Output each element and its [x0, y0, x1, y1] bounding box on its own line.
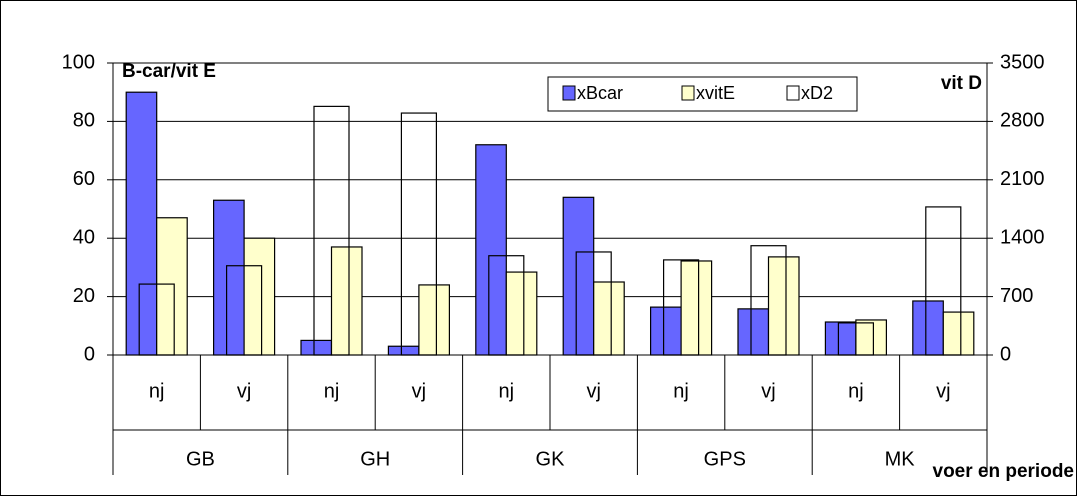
group-label: MK — [885, 448, 916, 470]
x-tick-label: vj — [761, 380, 775, 402]
x-tick-label: vj — [586, 380, 600, 402]
bar — [505, 271, 538, 356]
y-tick-label: 60 — [73, 168, 95, 190]
group-label: GPS — [704, 448, 746, 470]
bar — [330, 246, 363, 356]
x-axis-label: voer en periode — [933, 461, 1075, 482]
y-tick-label: 100 — [62, 51, 95, 73]
bar — [593, 281, 625, 356]
bar — [125, 91, 158, 356]
bar — [156, 217, 188, 356]
bar — [855, 319, 888, 356]
y-tick-label: 0 — [84, 343, 95, 365]
bar — [562, 196, 595, 356]
x-tick-label: nj — [324, 380, 340, 402]
bar — [680, 260, 713, 356]
bar — [387, 345, 420, 356]
y2-tick-label: 1400 — [1000, 226, 1045, 248]
legend-box — [547, 76, 858, 112]
legend-swatch — [786, 85, 800, 101]
x-tick-label: vj — [936, 380, 950, 402]
y2-tick-label: 700 — [1000, 285, 1033, 307]
y2-axis-label: vit D — [941, 73, 982, 94]
legend-label: xD2 — [801, 83, 833, 103]
x-tick-label: nj — [149, 380, 165, 402]
y2-tick-label: 2100 — [1000, 168, 1045, 190]
x-tick-label: vj — [237, 380, 251, 402]
legend-label: xBcar — [577, 83, 623, 103]
x-tick-label: vj — [412, 380, 426, 402]
bar — [649, 306, 682, 356]
bar — [213, 199, 245, 356]
bar — [767, 256, 800, 356]
group-label: GK — [536, 448, 566, 470]
bar — [737, 308, 770, 356]
legend-swatch — [681, 85, 695, 101]
y2-tick-label: 2800 — [1000, 110, 1045, 132]
y2-tick-label: 0 — [1000, 343, 1011, 365]
y-tick-label: 80 — [73, 110, 95, 132]
legend-label: xvitE — [696, 83, 735, 103]
y2-tick-label: 3500 — [1000, 51, 1045, 73]
y-axis-label: B-car/vit E — [122, 61, 216, 82]
y-tick-label: 40 — [73, 226, 95, 248]
legend-swatch — [562, 85, 576, 101]
x-tick-label: nj — [673, 380, 689, 402]
group-label: GB — [186, 448, 215, 470]
y-tick-label: 20 — [73, 285, 95, 307]
group-label: GH — [360, 448, 390, 470]
bar — [300, 339, 333, 356]
bar — [418, 284, 450, 356]
bar — [243, 237, 276, 356]
bar — [824, 321, 857, 356]
x-tick-label: nj — [499, 380, 515, 402]
x-tick-label: nj — [848, 380, 864, 402]
bar — [942, 311, 975, 356]
bar — [475, 144, 507, 356]
bar — [912, 300, 944, 356]
